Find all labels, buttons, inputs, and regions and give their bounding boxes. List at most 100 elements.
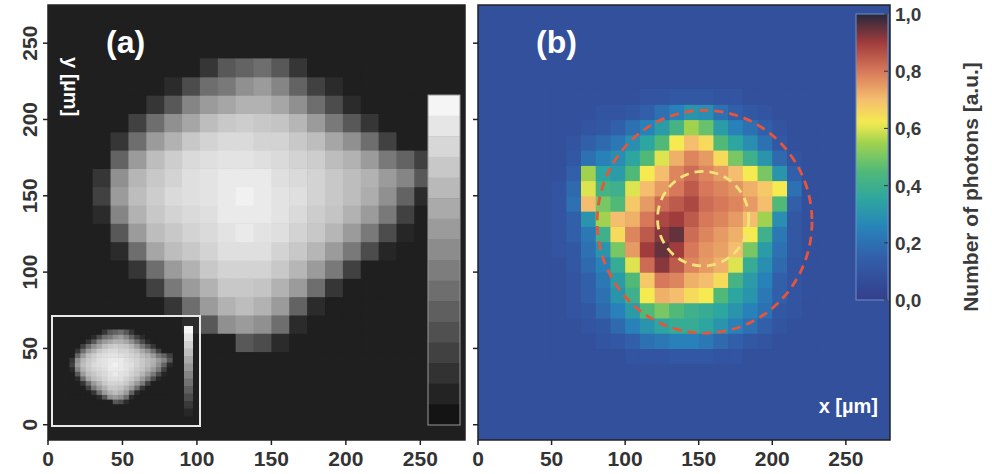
heatmap-cell: [581, 257, 596, 273]
heatmap-cell: [325, 95, 343, 114]
heatmap-cell: [379, 58, 397, 77]
heatmap-cell: [655, 181, 670, 197]
x-tick: [477, 440, 479, 445]
heatmap-cell: [640, 104, 655, 120]
heatmap-cell: [86, 339, 92, 344]
colorbar-step: [428, 157, 460, 178]
heatmap-cell: [93, 205, 111, 224]
panel-label: (b): [536, 24, 577, 60]
heatmap-cell: [167, 339, 173, 344]
heatmap-cell: [156, 334, 162, 339]
heatmap-cell: [343, 223, 361, 242]
heatmap-cell: [91, 380, 97, 385]
heatmap-cell: [97, 394, 103, 399]
colorbar-tick: [884, 185, 888, 186]
heatmap-cell: [343, 260, 361, 279]
heatmap-cell: [129, 339, 135, 344]
heatmap-cell: [164, 260, 182, 279]
heatmap-cell: [146, 205, 164, 224]
heatmap-cell: [325, 150, 343, 169]
heatmap-cell: [146, 242, 164, 261]
heatmap-cell: [787, 226, 802, 242]
heatmap-cell: [236, 242, 254, 261]
heatmap-cell: [802, 318, 817, 334]
heatmap-cell: [684, 303, 699, 319]
x-tick-label: 250: [403, 447, 438, 470]
heatmap-cell: [325, 168, 343, 187]
heatmap-cell: [75, 371, 81, 376]
heatmap-cell: [343, 187, 361, 206]
heatmap-cell: [236, 297, 254, 316]
x-tick-label: 100: [179, 447, 214, 470]
heatmap-cell: [80, 362, 86, 367]
heatmap-cell: [684, 119, 699, 135]
heatmap-cell: [596, 135, 611, 151]
heatmap-cell: [307, 58, 325, 77]
heatmap-cell: [118, 385, 124, 390]
y-tick: [473, 424, 478, 426]
heatmap-cell: [625, 257, 640, 273]
heatmap-cell: [787, 348, 802, 364]
heatmap-cell: [414, 58, 432, 77]
heatmap-cell: [75, 339, 81, 344]
heatmap-cell: [124, 367, 130, 372]
heatmap-cell: [218, 278, 236, 297]
heatmap-cell: [669, 348, 684, 364]
heatmap-cell: [581, 272, 596, 288]
heatmap-cell: [111, 260, 129, 279]
heatmap-cell: [151, 390, 157, 395]
heatmap-cell: [167, 380, 173, 385]
heatmap-cell: [236, 187, 254, 206]
heatmap-cell: [610, 89, 625, 105]
y-tick-label: 200: [18, 102, 41, 137]
heatmap-cell: [566, 89, 581, 105]
heatmap-cell: [151, 334, 157, 339]
heatmap-cell: [218, 315, 236, 334]
heatmap-cell: [113, 330, 119, 335]
heatmap-cell: [254, 150, 272, 169]
colorbar-step: [428, 198, 460, 219]
heatmap-cell: [787, 135, 802, 151]
colorbar-step: [428, 404, 460, 425]
heatmap-cell: [743, 150, 758, 166]
heatmap-cell: [218, 187, 236, 206]
heatmap-cell: [684, 135, 699, 151]
heatmap-cell: [146, 95, 164, 114]
heatmap-cell: [140, 399, 146, 404]
heatmap-cell: [102, 339, 108, 344]
heatmap-cell: [70, 376, 76, 381]
heatmap-cell: [145, 362, 151, 367]
heatmap-cell: [91, 394, 97, 399]
heatmap-cell: [140, 385, 146, 390]
heatmap-cell: [91, 348, 97, 353]
heatmap-cell: [758, 135, 773, 151]
heatmap-cell: [129, 334, 135, 339]
heatmap-cell: [91, 371, 97, 376]
heatmap-cell: [140, 376, 146, 381]
y-tick: [43, 348, 48, 350]
heatmap-cell: [802, 150, 817, 166]
heatmap-cell: [75, 390, 81, 395]
heatmap-cell: [102, 376, 108, 381]
heatmap-cell: [566, 272, 581, 288]
heatmap-cell: [164, 297, 182, 316]
heatmap-cell: [97, 380, 103, 385]
heatmap-cell: [113, 343, 119, 348]
heatmap-cell: [161, 353, 167, 358]
heatmap-cell: [182, 260, 200, 279]
heatmap-cell: [145, 399, 151, 404]
background: [56, 316, 182, 426]
heatmap-cell: [610, 104, 625, 120]
heatmap-cell: [151, 385, 157, 390]
x-tick: [551, 440, 553, 445]
heatmap-cell: [161, 348, 167, 353]
heatmap-cell: [552, 303, 567, 319]
heatmap-cell: [111, 58, 129, 77]
heatmap-cell: [289, 168, 307, 187]
heatmap-cell: [640, 287, 655, 303]
heatmap-cell: [182, 113, 200, 132]
heatmap-cell: [80, 390, 86, 395]
heatmap-cell: [111, 113, 129, 132]
inset-colorbar-step: [184, 349, 193, 357]
heatmap-cell: [596, 333, 611, 349]
